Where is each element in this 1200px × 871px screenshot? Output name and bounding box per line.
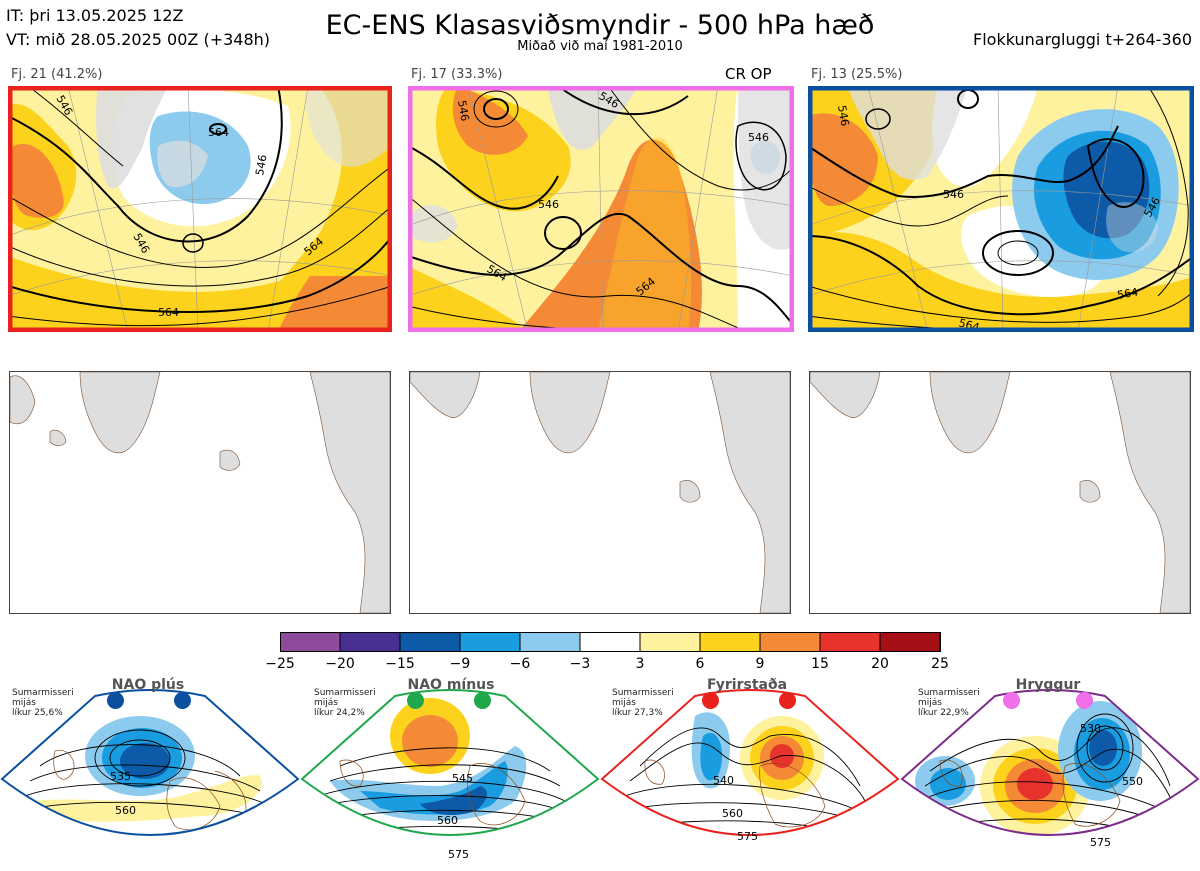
regime-1-dot-right [174, 692, 191, 709]
regime-4-frame [900, 689, 1200, 836]
colorbar-tick-label: −6 [509, 656, 531, 672]
regime-2-mean: mijás [314, 698, 338, 708]
regime-3-info: Sumarmisseri mijás líkur 27,3% [612, 688, 674, 718]
regime-1-title: NAO plús [111, 677, 185, 693]
regime-1-probability: líkur 25,6% [12, 708, 63, 718]
cluster-3-map: 546 546 564 564 546 [808, 86, 1194, 332]
regime-3-dot-right [779, 692, 796, 709]
valid-time: VT: mið 28.05.2025 00Z (+348h) [6, 30, 271, 49]
regime-2-info: Sumarmisseri mijás líkur 24,2% [314, 688, 376, 718]
regime-4-contour-label: 550 [1122, 775, 1143, 788]
cluster-1-contour-label: 564 [208, 126, 229, 139]
regime-4-dot-left [1003, 692, 1020, 709]
regime-1-dot-left [107, 692, 124, 709]
colorbar-tick-label: 6 [695, 656, 705, 672]
regime-1-mean: mijás [12, 698, 36, 708]
colorbar-tick-label: −20 [325, 656, 355, 672]
cluster-2-contour-label: 546 [748, 131, 769, 144]
cluster-1-map: 564 564 546 546 546 564 [8, 86, 392, 332]
regime-4-probability: líkur 22,9% [918, 708, 969, 718]
cluster-3-contour-label: 564 [1116, 286, 1139, 302]
cluster-1-contour-label: 546 [253, 154, 269, 177]
colorbar-cell [639, 632, 701, 652]
colorbar-tick-label: −15 [385, 656, 415, 672]
regime-4-title: Hryggur [1015, 677, 1081, 693]
regime-nao-minus: 545 560 575 [300, 676, 600, 871]
control-operational-badge: CR OP [725, 65, 772, 83]
colorbar-cell [819, 632, 881, 652]
cluster-3-frame [808, 86, 1194, 332]
regime-4-contour-label: 575 [1090, 836, 1111, 849]
regime-3-frame [600, 689, 900, 836]
regime-ridge: 530 550 575 [900, 676, 1200, 871]
classification-window: Flokkunargluggi t+264-360 [973, 30, 1192, 49]
regime-2-frame [300, 689, 600, 836]
regime-4-contour-label: 530 [1080, 722, 1101, 735]
regime-4-season: Sumarmisseri [918, 688, 980, 698]
cluster-1-label: Fj. 21 (41.2%) [11, 67, 103, 82]
cluster-2-contour-label: 546 [538, 198, 559, 211]
colorbar-cell [399, 632, 461, 652]
regime-3-contour-label: 575 [737, 830, 758, 843]
regime-4-info: Sumarmisseri mijás líkur 22,9% [918, 688, 980, 718]
regime-4-mean: mijás [918, 698, 942, 708]
colorbar-cell [699, 632, 761, 652]
cluster-3-label: Fj. 13 (25.5%) [811, 67, 903, 82]
regime-1-contour-label: 560 [115, 804, 136, 817]
climatology-subtitle: Miðað við maí 1981-2010 [517, 39, 683, 54]
colorbar-tick-label: 25 [931, 656, 949, 672]
cluster-1-frame [8, 86, 392, 332]
regime-4-dot-right [1076, 692, 1093, 709]
regime-2-contour-label: 560 [437, 814, 458, 827]
colorbar-cell [579, 632, 641, 652]
regime-2-contour-label: 545 [452, 772, 473, 785]
regime-2-dot-right [474, 692, 491, 709]
base-map-2 [409, 371, 791, 614]
regime-2-season: Sumarmisseri [314, 688, 376, 698]
cluster-2-label: Fj. 17 (33.3%) [411, 67, 503, 82]
colorbar-tick-label: 15 [811, 656, 829, 672]
colorbar-cell [459, 632, 521, 652]
regime-1-frame [0, 689, 300, 836]
regime-3-season: Sumarmisseri [612, 688, 674, 698]
regime-blocking: 540 560 575 [600, 676, 900, 871]
colorbar-tick-label: −9 [449, 656, 471, 672]
cluster-3-contour-label: 546 [943, 188, 964, 201]
colorbar-cell [519, 632, 581, 652]
colorbar-tick-label: 20 [871, 656, 889, 672]
colorbar-tick-label: 9 [755, 656, 765, 672]
colorbar-cell [879, 632, 941, 652]
colorbar-tick-label: 3 [635, 656, 645, 672]
regime-1-info: Sumarmisseri mijás líkur 25,6% [12, 688, 74, 718]
cluster-1-contour-label: 564 [158, 306, 179, 319]
base-map-1 [9, 371, 391, 614]
regime-2-title: NAO mínus [407, 677, 495, 693]
cluster-2-contour-label: 546 [455, 99, 471, 122]
regime-1-season: Sumarmisseri [12, 688, 74, 698]
regime-2-contour-label: 575 [448, 848, 469, 861]
regime-2-dot-left [407, 692, 424, 709]
regime-3-probability: líkur 27,3% [612, 708, 663, 718]
initial-time: IT: þri 13.05.2025 12Z [6, 6, 184, 25]
cluster-2-map: 546 546 546 546 564 564 [408, 86, 794, 332]
regime-1-contour-label: 535 [110, 770, 131, 783]
regime-2-probability: líkur 24,2% [314, 708, 365, 718]
regime-3-dot-left [702, 692, 719, 709]
colorbar-cell [759, 632, 821, 652]
colorbar-tick-label: −25 [265, 656, 295, 672]
regime-nao-plus: 535 560 [0, 676, 300, 871]
regime-3-title: Fyrirstaða [706, 677, 788, 693]
base-map-3 [809, 371, 1191, 614]
regime-3-contour-label: 560 [722, 807, 743, 820]
regime-3-mean: mijás [612, 698, 636, 708]
regime-3-contour-label: 540 [713, 774, 734, 787]
colorbar-tick-label: −3 [569, 656, 591, 672]
anomaly-colorbar [280, 632, 941, 652]
cluster-2-frame [408, 86, 794, 332]
cluster-3-contour-label: 546 [835, 104, 851, 127]
page-title: EC-ENS Klasasviðsmyndir - 500 hPa hæð [325, 10, 875, 41]
colorbar-cell [280, 632, 341, 652]
colorbar-cell [339, 632, 401, 652]
